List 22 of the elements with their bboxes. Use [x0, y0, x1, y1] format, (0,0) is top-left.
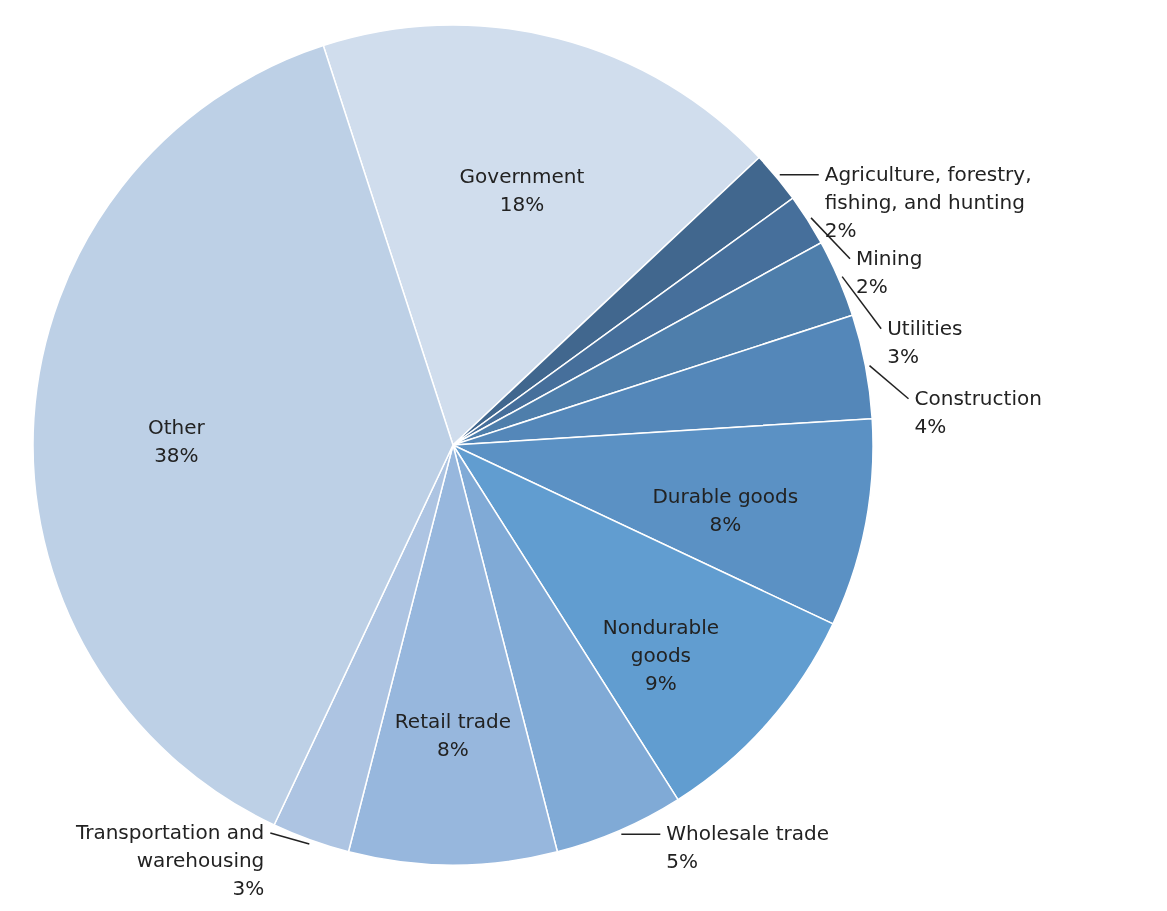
slice-label: Nondurable goods [602, 615, 720, 668]
data-label: 9% [645, 671, 677, 696]
slice-label: Retail trade [394, 709, 512, 734]
slice-label: Other [147, 414, 206, 439]
slice-label: Agriculture, forestry, fishing, and hunting [824, 161, 1032, 214]
data-label: 4% [914, 413, 947, 438]
slice-label: Utilities [887, 315, 963, 340]
slice-label: Transportation and warehousing [74, 820, 265, 872]
slice-label: Government [459, 163, 585, 188]
data-label: 38% [154, 442, 199, 467]
slice-label: Mining [856, 245, 923, 270]
data-label: 3% [887, 343, 919, 368]
data-label: 5% [666, 849, 699, 874]
data-label: 3% [232, 876, 265, 900]
slice-label: Wholesale trade [666, 821, 830, 846]
data-label: 8% [437, 737, 469, 762]
data-label: 8% [709, 511, 742, 536]
slice-label: Construction [914, 385, 1042, 410]
slice-label: Durable goods [652, 483, 799, 508]
data-label: 18% [499, 191, 545, 216]
data-label: 2% [824, 217, 857, 242]
data-label: 2% [856, 273, 888, 298]
